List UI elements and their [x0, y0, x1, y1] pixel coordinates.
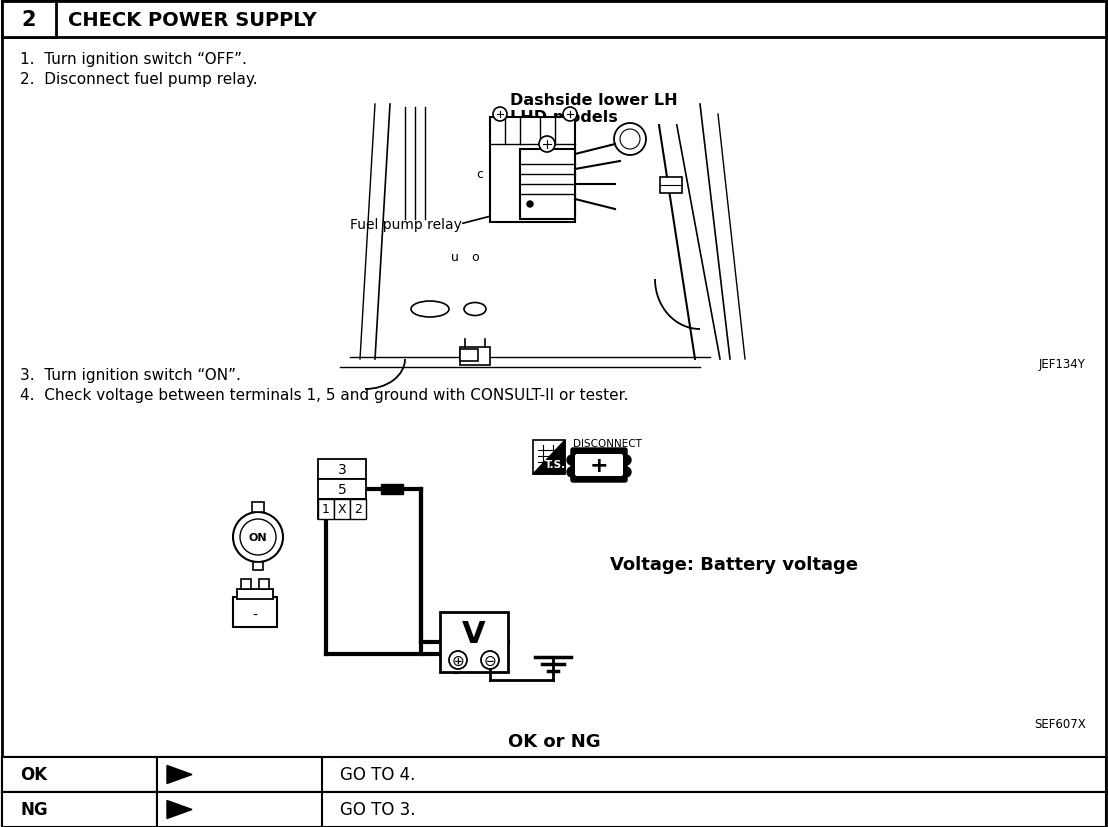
Bar: [2, 2, 1106, 38]
Circle shape: [481, 651, 499, 669]
Circle shape: [614, 124, 646, 155]
Bar: [2, 792, 1106, 827]
Circle shape: [620, 130, 640, 150]
Circle shape: [620, 456, 630, 466]
Bar: [252, 502, 264, 513]
Text: Voltage: Battery voltage: Voltage: Battery voltage: [611, 555, 858, 573]
Text: Fuel pump relay: Fuel pump relay: [350, 218, 462, 232]
Text: 1.  Turn ignition switch “OFF”.: 1. Turn ignition switch “OFF”.: [20, 52, 247, 67]
Ellipse shape: [464, 304, 486, 316]
Text: GO TO 4.: GO TO 4.: [340, 766, 416, 783]
Bar: [318, 500, 366, 519]
Text: ON: ON: [248, 533, 267, 543]
Bar: [253, 562, 263, 571]
Bar: [318, 480, 366, 500]
Circle shape: [449, 651, 466, 669]
Text: JEF134Y: JEF134Y: [1039, 357, 1086, 370]
Text: X: X: [338, 503, 347, 516]
Bar: [350, 500, 366, 519]
Bar: [381, 485, 403, 495]
Circle shape: [493, 108, 507, 122]
Text: 2: 2: [355, 503, 362, 516]
FancyBboxPatch shape: [571, 448, 627, 482]
Text: CHECK POWER SUPPLY: CHECK POWER SUPPLY: [68, 11, 317, 30]
Polygon shape: [167, 766, 192, 783]
Text: -: -: [253, 609, 257, 622]
Bar: [157, 757, 322, 792]
Circle shape: [233, 513, 283, 562]
Text: SEF607X: SEF607X: [1034, 717, 1086, 730]
Text: ⊖: ⊖: [483, 653, 496, 667]
Polygon shape: [167, 801, 192, 819]
Text: 3: 3: [338, 462, 347, 476]
Bar: [318, 460, 366, 480]
Circle shape: [240, 519, 276, 555]
Bar: [233, 597, 277, 627]
Bar: [334, 500, 350, 519]
Bar: [2, 757, 157, 792]
Text: NG: NG: [20, 801, 48, 819]
Bar: [2, 792, 157, 827]
Circle shape: [538, 136, 555, 153]
Text: OK: OK: [20, 766, 48, 783]
Bar: [157, 792, 322, 827]
Text: Dashside lower LH
LHD models: Dashside lower LH LHD models: [510, 93, 678, 125]
Text: DISCONNECT: DISCONNECT: [573, 438, 642, 448]
Text: 3.  Turn ignition switch “ON”.: 3. Turn ignition switch “ON”.: [20, 367, 240, 383]
Bar: [318, 500, 334, 519]
FancyBboxPatch shape: [575, 455, 623, 476]
Bar: [2, 757, 1106, 792]
Text: o: o: [471, 251, 479, 264]
Bar: [490, 118, 575, 222]
Bar: [440, 612, 507, 672]
Circle shape: [567, 456, 577, 466]
Text: 1: 1: [322, 503, 330, 516]
Bar: [660, 178, 683, 194]
Circle shape: [620, 467, 630, 477]
Bar: [237, 590, 273, 600]
Text: c: c: [476, 169, 483, 181]
Bar: [242, 579, 252, 590]
Bar: [259, 579, 269, 590]
Text: T.S.: T.S.: [544, 460, 565, 470]
Text: u: u: [451, 251, 459, 264]
Text: ⊕: ⊕: [452, 653, 464, 667]
Text: 2.  Disconnect fuel pump relay.: 2. Disconnect fuel pump relay.: [20, 72, 258, 87]
Circle shape: [563, 108, 577, 122]
Text: +: +: [589, 456, 608, 476]
Bar: [2, 2, 57, 38]
Text: 4.  Check voltage between terminals 1, 5 and ground with CONSULT-II or tester.: 4. Check voltage between terminals 1, 5 …: [20, 388, 628, 403]
Text: 2: 2: [22, 10, 37, 30]
Text: GO TO 3.: GO TO 3.: [340, 801, 416, 819]
Circle shape: [527, 202, 533, 208]
Polygon shape: [533, 441, 565, 475]
Bar: [533, 441, 565, 475]
Ellipse shape: [411, 302, 449, 318]
Text: OK or NG: OK or NG: [507, 732, 601, 750]
Bar: [520, 150, 575, 220]
Circle shape: [567, 467, 577, 477]
Text: 5: 5: [338, 482, 347, 496]
Bar: [460, 347, 490, 366]
Text: V: V: [462, 619, 485, 648]
Bar: [460, 350, 478, 361]
